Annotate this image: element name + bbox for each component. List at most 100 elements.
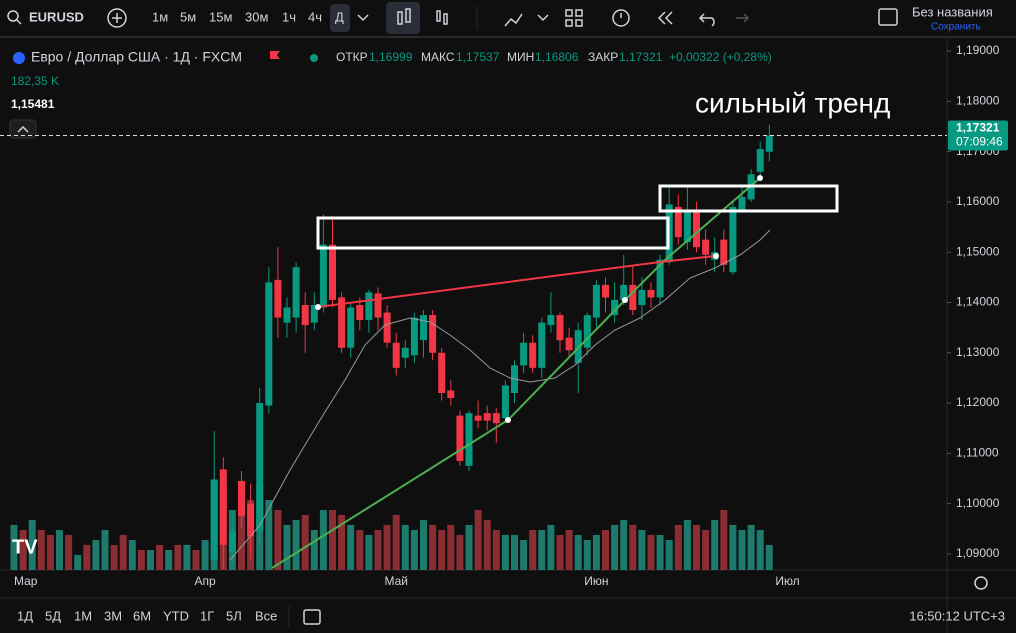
candle-body [556,315,564,341]
candle-body [283,307,291,323]
volume-bar [592,534,600,570]
compare-button[interactable] [107,8,127,28]
volume-bar [347,524,355,570]
redo-button[interactable] [736,13,750,23]
anchor-dot [505,417,511,423]
volume-bar [128,540,136,570]
range[interactable]: YTD [163,608,189,623]
volume-bar [201,540,209,570]
volume-bar [46,534,54,570]
volume-bar [711,520,719,570]
range[interactable]: 5Д [45,608,61,623]
candle-body [583,315,591,348]
interval[interactable]: 1ч [282,9,296,24]
candle-body [647,289,655,298]
candle-body [310,305,318,323]
candle-body [219,469,227,545]
candle-body [474,415,482,421]
volume-bar [319,510,327,570]
candle-body [292,267,300,318]
layout-icon[interactable] [878,8,898,26]
replay-button[interactable] [657,11,673,25]
candle-body [611,299,619,316]
chart-type-button[interactable] [397,8,411,25]
indicators-dropdown[interactable] [537,14,549,22]
volume-bar [647,534,655,570]
candle-body [693,209,700,248]
interval[interactable]: 5м [180,9,196,24]
flag[interactable] [270,51,280,59]
candle-body [574,330,582,363]
symbol[interactable]: EURUSD [29,9,84,24]
range[interactable]: 1Г [200,608,214,623]
volume-bar [183,544,191,570]
volume-bar [374,530,382,570]
anchor-dot [315,304,321,310]
volume-bar [392,514,400,570]
volume-bar [602,530,609,570]
candle-body [529,342,537,368]
volume-bar [674,524,682,570]
indicators-button[interactable] [504,13,523,27]
candle-body [538,322,546,368]
volume-bar [520,540,528,570]
clock[interactable]: 16:50:12 UTC+3 [909,608,1005,623]
candle-body [438,352,446,393]
range[interactable]: 5Л [226,608,242,623]
volume-bar [329,510,336,570]
range[interactable]: 1Д [17,608,33,623]
volume-bar [10,524,18,570]
volume-bar [529,530,537,570]
interval-active-bg [330,4,350,32]
interval[interactable]: 15м [209,9,232,24]
range[interactable]: 3М [104,608,122,623]
volume-bar [538,530,546,570]
candle-body [401,347,409,358]
volume-bar [274,510,282,570]
layout-button[interactable] [565,9,583,27]
volume-bar [720,510,728,570]
volume-bar [729,524,737,570]
volume-bar [410,530,418,570]
volume-bar [174,544,182,570]
interval[interactable]: 1м [152,9,168,24]
symbol-search[interactable]: EURUSD [7,9,84,25]
open-value: 1,16999 [369,50,413,64]
collapse-button[interactable] [9,119,37,139]
settings-button[interactable] [974,576,988,590]
trend-line-red [317,255,716,308]
tv-logo[interactable]: TV [12,536,38,558]
undo-button[interactable] [698,13,715,27]
candle-body [547,315,555,326]
volume-bar [665,540,673,570]
candle-body [702,239,710,255]
volume-bar [147,550,154,570]
alert-button[interactable] [612,9,630,27]
volume-bar [56,530,63,570]
volume-bar [465,524,473,570]
range[interactable]: 6М [133,608,151,623]
indicator-button[interactable] [436,10,448,25]
candle-body [629,284,637,311]
layout-name[interactable]: Без названия [912,4,993,19]
candle-body [301,305,309,326]
candle-body [602,284,609,298]
interval[interactable]: Д [335,9,344,24]
volume-bar [574,534,582,570]
interval-dropdown[interactable] [357,14,369,22]
range[interactable]: 1М [74,608,92,623]
x-tick-label: Апр [195,574,217,588]
candle-body [456,415,464,461]
interval[interactable]: 30м [245,9,268,24]
volume-bar [693,524,700,570]
volume-bar [447,524,455,570]
interval[interactable]: 4ч [308,9,322,24]
range[interactable]: Все [255,608,277,623]
save-button[interactable]: Сохранить [931,22,981,33]
change-value: +0,00322 (+0,28%) [669,50,772,64]
volume-bar [356,530,364,570]
candle-body [329,244,336,300]
volume-bar [292,520,300,570]
volume-bar [511,534,518,570]
goto-date-button[interactable] [303,609,321,625]
